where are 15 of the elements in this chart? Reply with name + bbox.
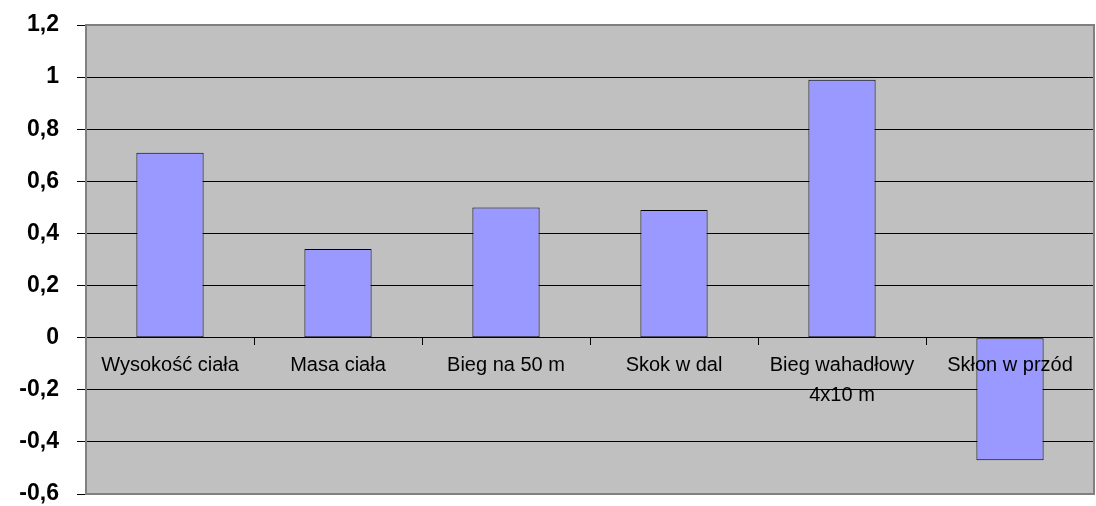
y-tick-label: 0 (46, 323, 59, 350)
x-tick-label: Skok w dal (625, 353, 723, 376)
x-tick-label: Bieg na 50 m (447, 353, 565, 376)
y-tick-label: 0,8 (27, 114, 60, 141)
y-tick-label: 0,6 (27, 166, 59, 193)
y-tick-label: 0,4 (27, 218, 60, 245)
x-tick-label: Wysokość ciała (101, 353, 240, 376)
x-tick-label: Skłon w przód (947, 353, 1073, 376)
y-tick-label: -0,2 (19, 375, 59, 402)
y-tick-label: -0,4 (19, 427, 60, 454)
y-tick-label: 1,2 (27, 10, 59, 37)
x-tick-label: Masa ciała (290, 353, 387, 376)
y-tick-label: 1 (46, 62, 60, 89)
y-tick-label: -0,6 (19, 479, 59, 506)
y-tick-label: 0,2 (27, 270, 59, 297)
